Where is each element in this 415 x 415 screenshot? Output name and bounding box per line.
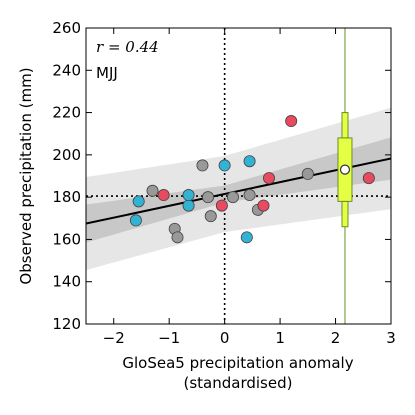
scatter-point	[243, 189, 256, 202]
scatter-point	[262, 172, 275, 185]
x-tick-label: 2	[331, 329, 341, 347]
x-tick-label: −1	[158, 329, 180, 347]
forecast-boxplot	[337, 112, 353, 228]
y-axis-title: Observed precipitation (mm)	[17, 67, 35, 284]
scatter-point	[182, 199, 195, 212]
x-tick-label: −2	[103, 329, 125, 347]
y-tick-label: 120	[52, 315, 81, 333]
x-axis-subtitle: (standardised)	[184, 374, 293, 392]
correlation-annotation: r = 0.44	[96, 38, 159, 56]
scatter-point	[240, 231, 253, 244]
boxplot-lower-whisker	[341, 200, 349, 228]
scatter-point	[132, 195, 145, 208]
scatter-point	[204, 210, 217, 223]
scatter-point	[226, 191, 239, 204]
season-annotation: MJJ	[96, 64, 118, 82]
axis-ticks: −2 −1 0 1 2 3 120 140 160 180 200 220 240 260	[52, 19, 395, 347]
y-tick-label: 220	[52, 104, 81, 122]
x-tick-label: 0	[220, 329, 230, 347]
x-tick-label: 3	[386, 329, 396, 347]
scatter-point	[182, 189, 195, 202]
y-tick-label: 180	[52, 188, 81, 206]
boxplot-mean-marker	[339, 164, 351, 175]
x-axis-title: GloSea5 precipitation anomaly	[122, 354, 353, 372]
scatter-point	[257, 199, 270, 212]
scatter-point	[196, 159, 209, 172]
scatter-point	[201, 191, 214, 204]
confidence-bands	[86, 107, 391, 271]
scatter-point	[243, 155, 256, 168]
plot-frame	[85, 27, 392, 325]
y-tick-label: 240	[52, 61, 81, 79]
y-tick-label: 200	[52, 146, 81, 164]
scatter-points	[129, 115, 375, 244]
scatter-point	[218, 159, 231, 172]
scatter-point	[157, 189, 170, 202]
scatter-point	[171, 231, 184, 244]
scatter-point	[285, 115, 298, 128]
scatter-point	[301, 167, 314, 180]
x-tick-label: 1	[275, 329, 285, 347]
y-tick-label: 140	[52, 273, 81, 291]
scatter-point	[129, 214, 142, 227]
scatter-point	[362, 172, 375, 185]
boxplot-upper-whisker	[341, 112, 349, 139]
scatter-point	[215, 199, 228, 212]
inner-confidence-band	[86, 137, 391, 243]
y-tick-label: 260	[52, 19, 81, 37]
scatter-point	[146, 184, 159, 197]
y-tick-label: 160	[52, 230, 81, 248]
